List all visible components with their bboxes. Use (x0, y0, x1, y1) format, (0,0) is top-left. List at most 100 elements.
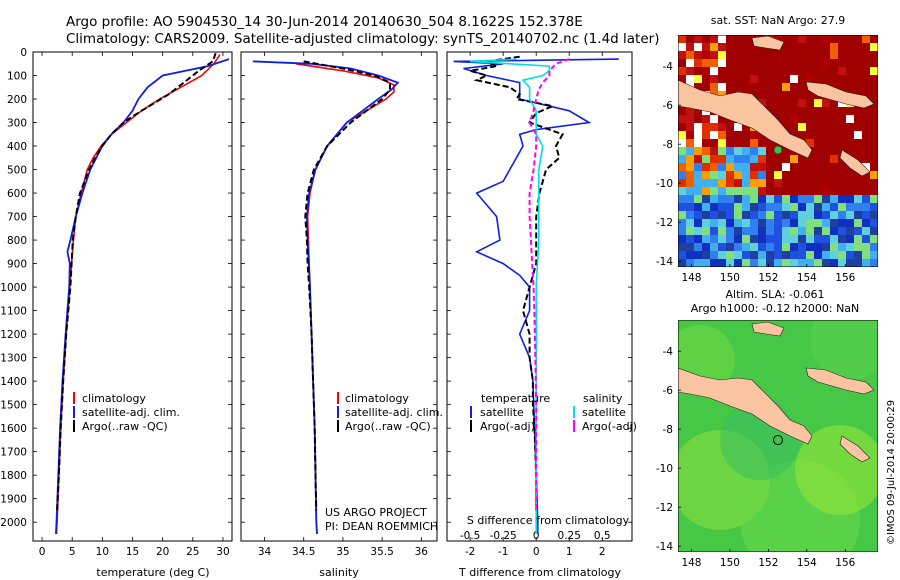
sst-pixel (710, 123, 718, 131)
sst-pixel (678, 51, 686, 59)
map-y-tick-label: -10 (656, 178, 673, 190)
sst-pixel (774, 227, 782, 235)
sst-pixel (678, 187, 686, 195)
map-x-tick-label: 150 (720, 272, 740, 284)
sst-pixel (766, 195, 774, 203)
sst-pixel (870, 43, 878, 51)
sst-pixel (790, 235, 798, 243)
sst-pixel (846, 259, 854, 267)
sst-pixel (718, 51, 726, 59)
sst-pixel (838, 251, 846, 259)
sst-pixel (870, 259, 878, 267)
sst-pixel (702, 235, 710, 243)
sst-pixel (782, 83, 790, 91)
sst-pixel (838, 195, 846, 203)
sst-profile-marker (773, 145, 783, 155)
sst-pixel (678, 123, 686, 131)
sst-pixel (718, 147, 726, 155)
sla-map-title: Altim. SLA: -0.061 (725, 288, 824, 301)
depth-tick-label: 1400 (0, 376, 27, 388)
sst-pixel (726, 243, 734, 251)
sst-pixel (766, 235, 774, 243)
sst-pixel (750, 147, 758, 155)
x-tick-label: 35 (336, 546, 349, 558)
sst-pixel (678, 35, 686, 43)
sst-pixel (686, 227, 694, 235)
sst-pixel (734, 179, 742, 187)
sst-pixel (718, 91, 726, 99)
sst-pixel (798, 227, 806, 235)
sst-pixel (822, 235, 830, 243)
sst-pixel (718, 235, 726, 243)
sla-field-blob (810, 320, 878, 380)
sst-pixel (830, 251, 838, 259)
sst-pixel (686, 147, 694, 155)
sst-pixel (862, 211, 870, 219)
sst-pixel (678, 235, 686, 243)
sst-pixel (742, 195, 750, 203)
sst-pixel (734, 123, 742, 131)
sst-pixel (694, 59, 702, 67)
map-y-tick-label: -14 (656, 256, 673, 268)
sst-pixel (702, 35, 710, 43)
figure-title-line1: Argo profile: AO 5904530_14 30-Jun-2014 … (66, 14, 583, 30)
sla-profile-marker (773, 435, 783, 445)
sst-pixel (758, 219, 766, 227)
sst-pixel (678, 131, 686, 139)
sst-pixel (854, 195, 862, 203)
sst-pixel (734, 219, 742, 227)
sla-land-solomon (839, 435, 871, 463)
sst-pixel (790, 115, 798, 123)
map-x-tick-label: 148 (681, 272, 701, 284)
sst-pixel (686, 59, 694, 67)
sst-pixel (710, 179, 718, 187)
sst-pixel (862, 219, 870, 227)
sst-pixel (806, 195, 814, 203)
sst-pixel (798, 219, 806, 227)
sst-pixel (822, 187, 830, 195)
sst-pixel (702, 139, 710, 147)
sst-pixel (678, 155, 686, 163)
sst-pixel (718, 163, 726, 171)
sst-pixel (830, 99, 838, 107)
difference-legend: temperature salinity satellite Argo(-adj… (470, 392, 637, 433)
sst-pixel (838, 211, 846, 219)
sst-pixel (806, 227, 814, 235)
sst-pixel (854, 219, 862, 227)
temperature-legend: climatology satellite-adj. clim. Argo(..… (73, 392, 180, 433)
sst-pixel (694, 131, 702, 139)
sst-pixel (862, 243, 870, 251)
sst-pixel (822, 227, 830, 235)
sst-pixel (718, 59, 726, 67)
map-x-tick-label: 154 (797, 557, 817, 569)
map-y-tick-label: -6 (663, 100, 674, 112)
sst-pixel (758, 203, 766, 211)
x-tick-label: 30 (216, 546, 229, 558)
salinity-profile-frame (240, 51, 438, 542)
sst-pixel (758, 251, 766, 259)
sst-pixel (710, 131, 718, 139)
sst-pixel (686, 139, 694, 147)
sst-pixel (678, 219, 686, 227)
sst-pixel (782, 163, 790, 171)
sst-pixel (710, 139, 718, 147)
sst-pixel (686, 179, 694, 187)
sla-map-axes: 148 150 152 154 156 -4 -6 -8 -10 -12 -14 (656, 346, 856, 569)
x-tick-label: 20 (156, 546, 169, 558)
sst-pixel (806, 75, 814, 83)
sst-pixel (694, 35, 702, 43)
map-x-tick-label: 156 (835, 557, 855, 569)
x-tick-label: 0 (39, 546, 46, 558)
x-tick-label: -1 (498, 546, 508, 558)
s-difference-xlabel: S difference from climatology (467, 514, 630, 527)
sst-pixel (710, 243, 718, 251)
sst-pixel (678, 171, 686, 179)
sst-pixel (798, 35, 806, 43)
x2-tick-label: 0.25 (558, 530, 581, 542)
sst-pixel (694, 115, 702, 123)
sst-pixel (702, 227, 710, 235)
sst-pixel (774, 259, 782, 267)
sst-pixel (798, 187, 806, 195)
map-x-tick-label: 152 (758, 272, 778, 284)
sst-pixel (782, 43, 790, 51)
